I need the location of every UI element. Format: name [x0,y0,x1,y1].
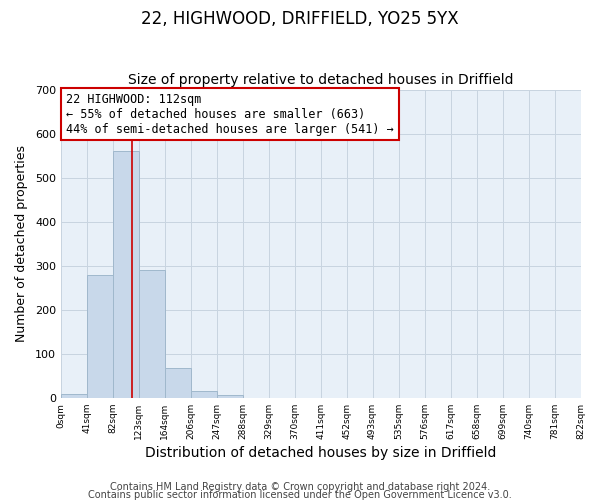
Y-axis label: Number of detached properties: Number of detached properties [15,145,28,342]
Text: Contains HM Land Registry data © Crown copyright and database right 2024.: Contains HM Land Registry data © Crown c… [110,482,490,492]
Bar [139,270,164,398]
Bar [164,368,191,398]
Bar [217,394,243,398]
Bar [191,391,217,398]
Bar [61,394,87,398]
X-axis label: Distribution of detached houses by size in Driffield: Distribution of detached houses by size … [145,446,496,460]
Text: 22, HIGHWOOD, DRIFFIELD, YO25 5YX: 22, HIGHWOOD, DRIFFIELD, YO25 5YX [141,10,459,28]
Bar [113,151,139,398]
Text: 22 HIGHWOOD: 112sqm
← 55% of detached houses are smaller (663)
44% of semi-detac: 22 HIGHWOOD: 112sqm ← 55% of detached ho… [66,92,394,136]
Text: Contains public sector information licensed under the Open Government Licence v3: Contains public sector information licen… [88,490,512,500]
Bar [87,274,113,398]
Title: Size of property relative to detached houses in Driffield: Size of property relative to detached ho… [128,73,514,87]
